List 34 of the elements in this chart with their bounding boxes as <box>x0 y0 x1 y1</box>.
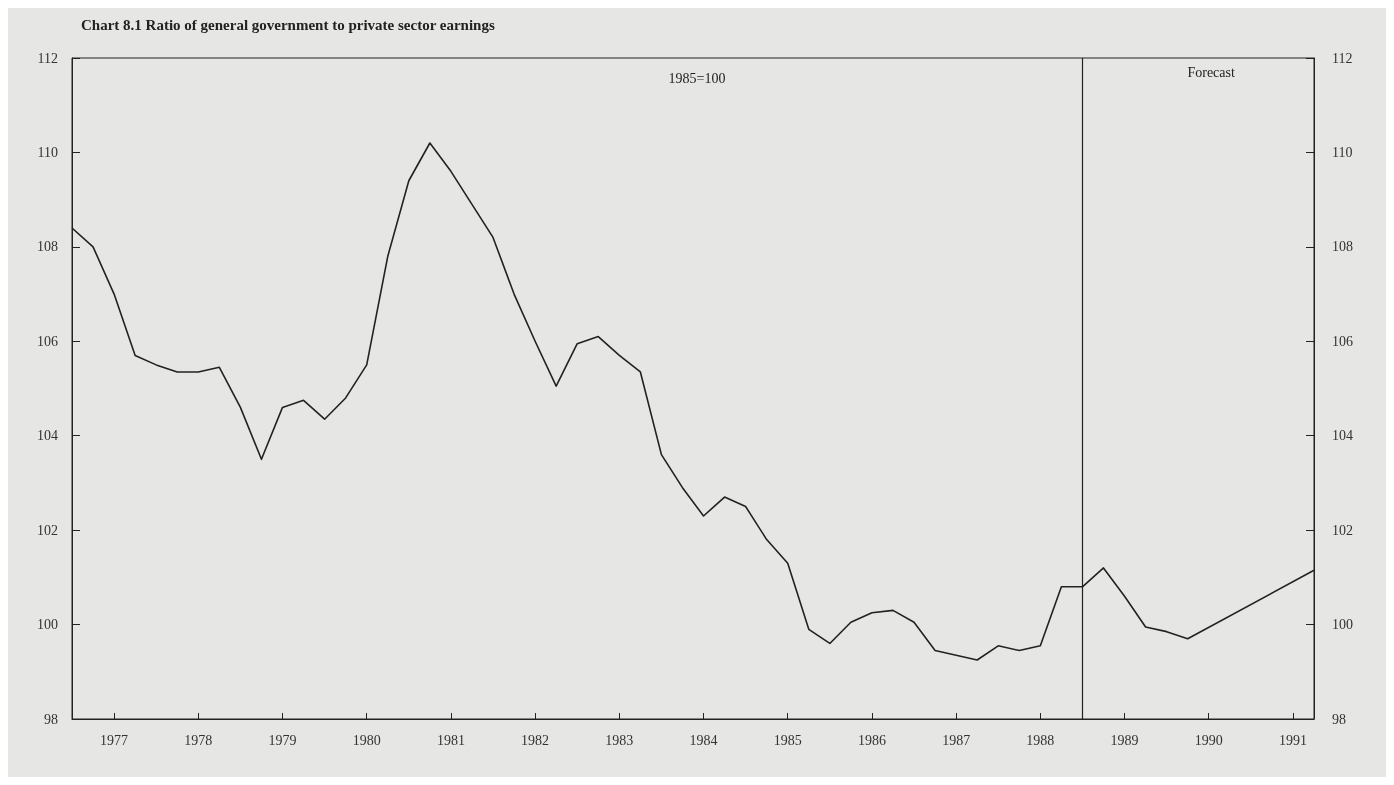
chart-title: Chart 8.1 Ratio of general government to private sector earnings <box>81 16 495 33</box>
text: 1985=100 <box>668 70 726 86</box>
y-tick-label: 108 <box>37 239 58 255</box>
x-tick-label: 1978 <box>184 732 213 748</box>
y2-tick-label: 106 <box>1332 333 1353 349</box>
x-tick-label: 1990 <box>1194 732 1223 748</box>
x-tick-label: 1980 <box>352 732 381 748</box>
x-tick-label: 1982 <box>521 732 550 748</box>
x-tick-label: 1989 <box>1110 732 1139 748</box>
x-tick-label: 1981 <box>436 732 465 748</box>
y2-tick-label: 110 <box>1332 144 1353 160</box>
x-tick-label: 1985 <box>773 732 802 748</box>
x-tick-label: 1979 <box>268 732 297 748</box>
y-tick-label: 98 <box>44 711 58 727</box>
y2-tick-label: 108 <box>1332 239 1353 255</box>
y2-tick-label: 100 <box>1332 617 1353 633</box>
x-tick-label: 1988 <box>1026 732 1055 748</box>
x-tick-label: 1987 <box>942 732 971 748</box>
x-tick-label: 1991 <box>1278 732 1307 748</box>
y-tick-label: 110 <box>37 144 58 160</box>
x-tick-label: 1983 <box>605 732 634 748</box>
y-tick-label: 104 <box>37 428 58 444</box>
y-tick-label: 106 <box>37 333 58 349</box>
y-tick-label: 112 <box>37 50 58 66</box>
x-tick-label: 1986 <box>857 732 886 748</box>
x-tick-label: 1977 <box>100 732 129 748</box>
y2-tick-label: 112 <box>1332 50 1353 66</box>
y2-tick-label: 104 <box>1332 428 1353 444</box>
y-tick-label: 100 <box>37 617 58 633</box>
y-tick-label: 102 <box>37 522 58 538</box>
ref-line-label: Forecast <box>1187 64 1235 80</box>
x-tick-label: 1984 <box>689 732 718 748</box>
y2-tick-label: 102 <box>1332 522 1353 538</box>
y2-tick-label: 98 <box>1332 711 1346 727</box>
